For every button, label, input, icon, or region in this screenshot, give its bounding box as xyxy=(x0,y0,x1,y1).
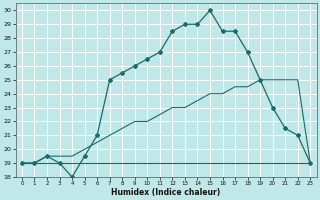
X-axis label: Humidex (Indice chaleur): Humidex (Indice chaleur) xyxy=(111,188,221,197)
